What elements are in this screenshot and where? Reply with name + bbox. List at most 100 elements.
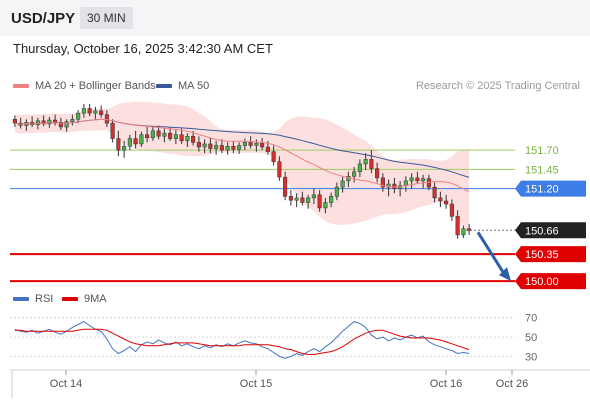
candle-body (260, 142, 265, 148)
candle-body (81, 108, 86, 114)
candle-body (173, 134, 178, 139)
candle (70, 114, 75, 126)
candle-body (357, 163, 362, 172)
candle-body (47, 119, 52, 125)
bollinger-band (14, 101, 470, 234)
candle-body (12, 119, 17, 124)
candle-body (99, 110, 104, 115)
candle-body (277, 161, 282, 178)
candle (277, 156, 282, 181)
candle-body (403, 180, 408, 186)
level-label-151-20: 151.20 (525, 184, 559, 196)
level-tag-151-20 (515, 180, 586, 197)
timeframe-badge[interactable]: 30 MIN (80, 7, 133, 29)
candle (352, 167, 357, 183)
candle (369, 150, 374, 174)
candle (99, 105, 104, 118)
candle-body (127, 138, 132, 147)
candle (58, 117, 63, 131)
candle-body (329, 196, 334, 203)
candle-body (438, 197, 443, 202)
candle-body (162, 132, 167, 137)
candle-body (369, 159, 374, 169)
candle-body (467, 228, 472, 231)
candle (127, 134, 132, 151)
candle (122, 140, 127, 158)
candle (329, 192, 334, 208)
candle (47, 116, 52, 128)
candle-body (444, 200, 449, 205)
candle (202, 139, 207, 154)
candle-body (380, 177, 385, 188)
level-tag-150-00 (515, 273, 586, 290)
level-label-151-45: 151.45 (525, 164, 559, 176)
candle-body (133, 138, 138, 145)
candle (375, 162, 380, 183)
legend-rsi: RSI (13, 293, 53, 305)
candle (12, 115, 17, 127)
candle-body (93, 110, 98, 114)
candle-body (306, 197, 311, 203)
level-label-151-70: 151.70 (525, 145, 559, 157)
candle-body (392, 183, 397, 189)
candle-body (254, 142, 259, 146)
ma50-label: MA 50 (178, 80, 210, 92)
candle-body (87, 108, 92, 114)
candle-body (104, 114, 109, 124)
candle (231, 140, 236, 154)
candle-body (145, 134, 150, 139)
level-label-150-66: 150.66 (525, 225, 559, 237)
candle (173, 130, 178, 144)
candle-body (426, 178, 431, 188)
rsi-line (14, 321, 470, 359)
candle (300, 191, 305, 206)
candle (116, 130, 121, 157)
level-label-150-35: 150.35 (525, 249, 559, 261)
candle-body (271, 151, 276, 162)
candle (444, 194, 449, 209)
candle (421, 174, 426, 189)
candle (346, 171, 351, 188)
candle (110, 119, 115, 143)
candle (317, 190, 322, 212)
candle (191, 130, 196, 146)
candle-body (76, 112, 81, 120)
candle-body (70, 119, 75, 122)
ma9-label: 9MA (84, 293, 107, 305)
candle-body (311, 194, 316, 199)
candle (242, 138, 247, 151)
candle (214, 140, 219, 155)
candle-body (53, 119, 58, 123)
candle (306, 194, 311, 209)
rsi-tick-label-50: 50 (525, 332, 537, 344)
candle-body (35, 120, 40, 125)
candle (219, 139, 224, 154)
candle (179, 128, 184, 144)
ma20-label: MA 20 + Bollinger Bands (35, 80, 156, 92)
candle (363, 153, 368, 171)
legend-9ma: 9MA (62, 293, 107, 305)
ma20-swatch (13, 84, 29, 89)
candle-body (409, 177, 414, 182)
candle (271, 145, 276, 166)
candle-body (202, 143, 207, 148)
candle-body (231, 146, 236, 150)
candle-body (191, 135, 196, 143)
candle (104, 110, 109, 127)
candle (380, 173, 385, 192)
candle (415, 171, 420, 185)
candle (145, 126, 150, 143)
rsi-9ma-line (14, 328, 470, 355)
legend-ma20: MA 20 + Bollinger Bands (13, 80, 156, 92)
candle-body (323, 202, 328, 209)
candle (64, 119, 69, 132)
candle-body (179, 134, 184, 142)
candle (409, 173, 414, 189)
candle (288, 190, 293, 206)
candle-body (237, 145, 242, 150)
candle-body (214, 145, 219, 149)
candle-body (150, 130, 155, 139)
candle-body (196, 142, 201, 148)
credit-text: Research © 2025 Trading Central (415, 80, 580, 92)
